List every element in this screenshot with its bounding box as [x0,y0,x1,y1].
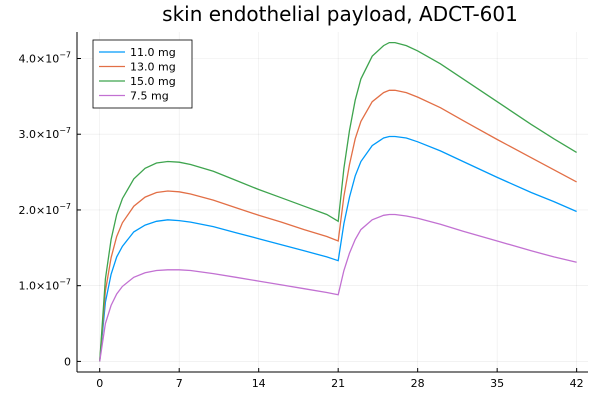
x-tick-label: 0 [96,377,103,390]
x-tick-label: 35 [490,377,504,390]
chart-title: skin endothelial payload, ADCT-601 [162,2,518,26]
y-tick-label: 2.0×10−7 [18,202,71,217]
y-tick-label: 1.0×10−7 [18,278,71,293]
x-tick-label: 21 [331,377,345,390]
y-tick-label: 4.0×10−7 [18,51,71,66]
y-tick-label: 3.0×10−7 [18,126,71,141]
y-axis-ticks: 0 1.0×10−7 2.0×10−7 3.0×10−7 4.0×10−7 [18,51,81,369]
x-tick-label: 42 [570,377,584,390]
x-tick-label: 28 [411,377,425,390]
legend-label: 7.5 mg [130,90,169,103]
legend-label: 13.0 mg [130,61,176,74]
legend-label: 11.0 mg [130,46,176,59]
legend-label: 15.0 mg [130,75,176,88]
x-axis-ticks: 0 7 14 21 28 35 42 [96,368,583,390]
x-tick-label: 7 [176,377,183,390]
y-tick-label: 0 [64,355,71,368]
x-tick-label: 14 [252,377,266,390]
